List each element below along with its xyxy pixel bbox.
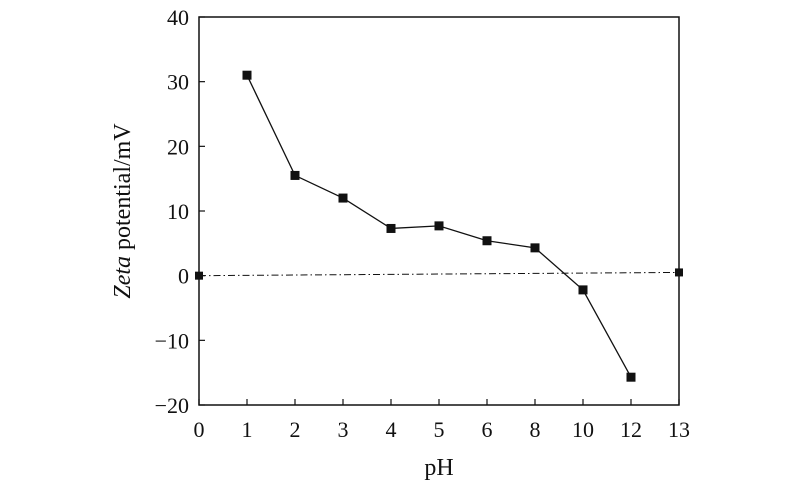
reference-line-layer xyxy=(195,268,683,280)
y-tick-label: 10 xyxy=(167,199,189,224)
data-point xyxy=(530,243,540,253)
zero-reference-line xyxy=(198,271,680,277)
y-tick-label: 20 xyxy=(167,134,189,159)
x-tick-label: 8 xyxy=(530,417,541,442)
y-tick-label: 40 xyxy=(167,5,189,30)
data-point xyxy=(290,170,300,180)
x-tick-label: 13 xyxy=(668,417,690,442)
y-ticks: −20 −10 0 10 20 30 40 xyxy=(155,5,205,418)
x-tick-label: 4 xyxy=(386,417,397,442)
data-point xyxy=(434,221,444,231)
x-tick-label: 12 xyxy=(620,417,642,442)
y-tick-label: −20 xyxy=(155,393,189,418)
y-tick-label: 30 xyxy=(167,70,189,95)
reference-line-marker xyxy=(675,268,683,277)
x-tick-label: 5 xyxy=(434,417,445,442)
y-tick-label: −10 xyxy=(155,328,189,353)
data-point xyxy=(482,236,492,246)
series-layer xyxy=(242,70,636,382)
data-point xyxy=(578,285,588,295)
x-tick-label: 0 xyxy=(194,417,205,442)
y-axis-label: Zeta potential/mV xyxy=(110,123,136,299)
y-tick-label: 0 xyxy=(178,264,189,289)
x-axis-label: pH xyxy=(424,455,453,481)
data-point xyxy=(626,372,636,382)
data-point xyxy=(242,70,252,80)
x-tick-label: 3 xyxy=(338,417,349,442)
y-axis-label-rest: potential/mV xyxy=(110,123,136,256)
plot-frame xyxy=(198,16,680,406)
x-ticks: 0 1 2 3 4 5 6 8 10 12 13 xyxy=(194,399,690,442)
y-axis-label-italic: Zeta xyxy=(110,256,136,299)
data-point xyxy=(386,223,396,233)
x-tick-label: 10 xyxy=(572,417,594,442)
x-tick-label: 2 xyxy=(290,417,301,442)
x-tick-label: 1 xyxy=(242,417,253,442)
x-tick-label: 6 xyxy=(482,417,493,442)
data-point xyxy=(338,193,348,203)
